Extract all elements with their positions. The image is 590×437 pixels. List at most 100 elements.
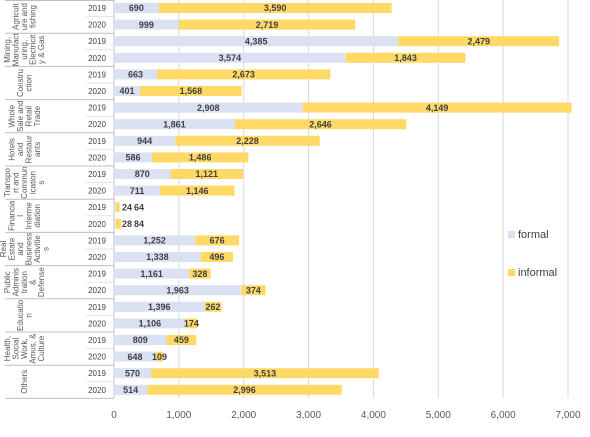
value-label-informal: 174 [184,319,199,329]
value-label-formal: 401 [119,86,134,96]
bar-formal [114,152,153,163]
bar-informal [158,3,392,13]
value-label-informal: 1,568 [180,86,203,96]
value-label-formal: 1,106 [139,319,162,329]
value-label-informal: 1,121 [196,169,219,179]
bar-formal [114,86,141,96]
year-label: 2020 [88,21,106,30]
category-label: WholeSale andRetailTrade [7,100,42,132]
value-label-formal: 570 [125,368,140,378]
bar-informal [115,218,122,229]
bar-formal [114,52,346,63]
value-label-formal: 4,385 [245,36,268,46]
value-label-informal: 2,673 [232,70,255,80]
value-label-formal: 999 [139,20,154,30]
category-label: Others [20,370,29,394]
value-label-formal: 1,861 [163,119,186,129]
bar-formal [114,119,235,130]
legend-label-informal: informal [518,267,557,279]
x-tick-label: 6,000 [491,410,516,421]
category-label: PublicAdministration&Defense [3,267,46,297]
year-label: 2020 [88,319,106,328]
bar-informal [204,301,222,312]
value-label-formal: 690 [129,3,144,13]
value-label-formal: 1,252 [143,236,166,246]
value-label-informal: 84 [134,219,144,229]
year-label: 2019 [88,369,106,378]
bar-informal [398,36,560,47]
category-label: Transport andCommunications [3,166,46,198]
category-label: RealEstateandBusinessActivities [0,233,50,265]
year-label: 2020 [88,253,106,262]
bar-informal [160,185,235,196]
year-label: 2020 [88,54,106,63]
year-label: 2019 [88,303,106,312]
bar-formal [114,351,157,362]
bar-informal [152,152,249,163]
value-label-formal: 1,396 [148,302,171,312]
bar-formal [114,318,186,329]
bar-informal [147,384,342,395]
x-tick-label: 2,000 [231,410,256,421]
bar-informal [156,351,164,362]
value-label-informal: 2,996 [233,385,256,395]
year-label: 2020 [88,220,106,229]
year-label: 2020 [88,87,106,96]
year-label: 2020 [88,353,106,362]
bar-formal [114,19,179,30]
category-label: Health,SocialWork,Amus, &Culture [3,333,46,364]
year-label: 2020 [88,153,106,162]
year-label: 2019 [88,236,106,245]
bar-formal [114,185,161,196]
bar-formal [114,69,158,80]
year-label: 2019 [88,336,106,345]
bar-formal [114,3,159,13]
bar-formal [114,268,190,279]
category-label: Education [16,299,34,331]
value-label-formal: 809 [133,335,148,345]
bar-informal [170,169,244,179]
value-label-formal: 711 [130,186,145,196]
category-axis: 2019 2020 Agriculture andfishing 2019 2020 Mi… [0,0,114,399]
value-label-informal: 3,513 [254,368,277,378]
bar-formal [114,202,116,213]
bar-informal [175,135,320,146]
value-label-formal: 24 [122,202,132,212]
year-label: 2019 [88,37,106,46]
year-label: 2019 [88,203,106,212]
category-label: FinancialIntermediation [7,200,42,231]
bar-informal [234,119,407,130]
category-label: Construction [16,69,34,97]
category-label: Mining,Manufacturing,Electricity & Gas [3,33,46,67]
value-label-informal: 4,149 [426,103,449,113]
year-label: 2019 [88,4,106,13]
bar-formal [114,135,176,146]
bar-formal [114,285,242,296]
bar-formal [114,335,167,345]
x-tick-label: 3,000 [296,410,321,421]
bar-informal [178,19,356,30]
bar-informal [140,86,242,96]
value-axis: 0 1,000 2,000 3,000 4,000 5,000 6,000 7,000 [111,410,581,421]
bar-formal [114,301,205,312]
bar-formal [114,384,148,395]
year-label: 2020 [88,187,106,196]
bar-formal [114,102,303,113]
legend-swatch-formal [508,231,515,238]
bar-informal [157,69,331,80]
bar-informal [195,235,240,246]
value-label-informal: 2,646 [309,119,332,129]
year-label: 2019 [88,104,106,113]
bar-informal [241,285,266,296]
value-label-informal: 374 [246,285,261,295]
value-label-informal: 109 [152,352,167,362]
value-label-formal: 870 [135,169,150,179]
value-label-informal: 2,228 [236,136,259,146]
bars: 690 3,590 999 2,719 4,385 2,479 3,574 1,843 663 2… [114,3,572,395]
value-label-formal: 648 [127,352,142,362]
bar-informal [345,52,466,63]
value-label-formal: 1,963 [166,285,189,295]
legend-swatch-informal [508,269,515,276]
value-label-formal: 1,161 [140,269,163,279]
